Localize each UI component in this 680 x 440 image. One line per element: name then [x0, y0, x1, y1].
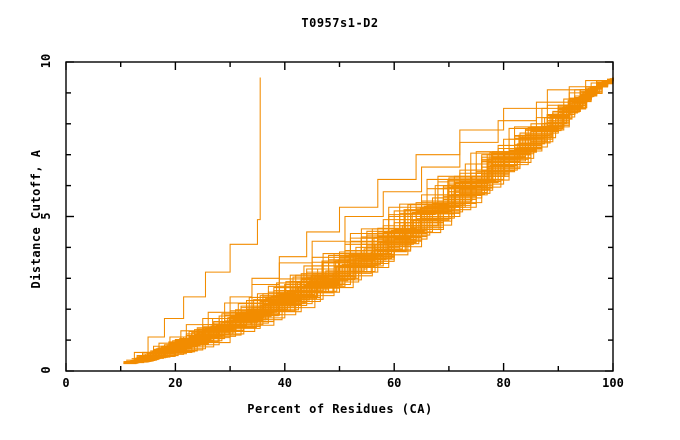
series-line: [127, 77, 614, 363]
y-tick-label: 5: [39, 211, 53, 220]
x-axis-title: Percent of Residues (CA): [247, 402, 433, 416]
series-line: [123, 77, 614, 365]
series-line: [128, 77, 614, 363]
series-line: [134, 77, 614, 360]
series-line: [131, 77, 614, 360]
series-line: [123, 77, 614, 363]
series-line: [126, 77, 614, 363]
x-tick-label: 0: [62, 376, 70, 390]
series-line: [126, 77, 614, 361]
series-line: [123, 77, 614, 363]
series-line: [167, 77, 614, 351]
series-line: [142, 77, 614, 358]
page-title: T0957s1-D2: [301, 16, 379, 30]
series-line: [125, 77, 614, 363]
series-layer: [123, 77, 614, 365]
y-tick-label: 0: [39, 366, 53, 374]
series-line: [126, 77, 614, 363]
series-line: [145, 77, 614, 358]
x-tick-label: 80: [496, 376, 511, 390]
axis-ticks: [65, 61, 614, 372]
series-line: [126, 77, 614, 363]
series-line: [125, 77, 614, 363]
x-tick-label: 60: [386, 376, 402, 390]
series-line: [127, 77, 614, 363]
x-tick-label: 100: [602, 376, 624, 390]
series-line: [128, 77, 614, 363]
y-tick-label: 10: [39, 53, 53, 69]
series-line: [123, 77, 614, 364]
series-line: [132, 77, 614, 361]
x-tick-label: 20: [168, 376, 183, 390]
series-line: [131, 77, 614, 361]
series-line: [129, 77, 614, 362]
series-line: [161, 77, 614, 353]
series-line: [131, 77, 614, 361]
series-line: [123, 77, 614, 364]
series-line: [123, 77, 614, 363]
series-line: [123, 77, 614, 364]
series-line: [133, 77, 614, 361]
series-line: [128, 77, 614, 363]
series-line: [123, 77, 614, 364]
series-line: [127, 77, 614, 363]
series-line: [123, 77, 261, 363]
series-line: [143, 77, 614, 358]
series-line: [125, 77, 614, 364]
series-line: [154, 77, 614, 355]
x-tick-label: 40: [277, 376, 293, 390]
series-line: [134, 77, 614, 360]
series-line: [130, 77, 614, 362]
series-line: [124, 77, 614, 363]
